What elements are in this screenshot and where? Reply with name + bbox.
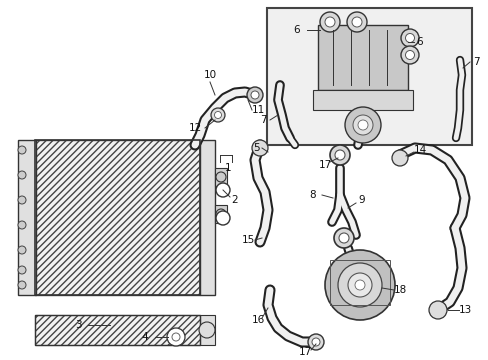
Circle shape [18, 281, 26, 289]
Text: 2: 2 [231, 195, 238, 205]
Bar [18, 140, 36, 295]
Circle shape [347, 273, 371, 297]
Text: 9: 9 [358, 195, 365, 205]
Bar [312, 90, 412, 110]
Text: 10: 10 [203, 70, 216, 80]
Circle shape [18, 146, 26, 154]
Bar [35, 140, 200, 295]
Circle shape [319, 12, 339, 32]
Circle shape [325, 17, 334, 27]
Circle shape [311, 338, 319, 346]
Circle shape [172, 333, 180, 341]
Text: 17: 17 [298, 347, 311, 357]
Circle shape [18, 246, 26, 254]
Circle shape [250, 91, 259, 99]
Circle shape [346, 12, 366, 32]
Bar [215, 168, 226, 186]
Text: 6: 6 [416, 37, 423, 47]
Circle shape [333, 228, 353, 248]
Circle shape [18, 266, 26, 274]
Circle shape [18, 171, 26, 179]
Circle shape [345, 107, 380, 143]
Circle shape [251, 140, 267, 156]
Bar [35, 140, 200, 295]
Bar [35, 315, 200, 345]
Circle shape [199, 322, 215, 338]
Circle shape [400, 46, 418, 64]
Circle shape [216, 172, 225, 182]
Text: 7: 7 [472, 57, 478, 67]
Circle shape [18, 196, 26, 204]
Text: 3: 3 [75, 320, 81, 330]
Circle shape [329, 145, 349, 165]
Text: 12: 12 [188, 123, 201, 133]
Circle shape [338, 233, 348, 243]
Bar [266, 8, 471, 145]
Text: 5: 5 [252, 143, 259, 153]
Circle shape [214, 112, 221, 118]
Text: 14: 14 [412, 145, 426, 155]
Circle shape [405, 33, 414, 42]
Circle shape [400, 29, 418, 47]
Text: 1: 1 [224, 163, 231, 173]
Circle shape [351, 17, 361, 27]
Text: 11: 11 [251, 105, 264, 115]
Circle shape [246, 87, 263, 103]
Text: 17: 17 [318, 160, 331, 170]
Text: 6: 6 [293, 25, 300, 35]
Bar [317, 25, 407, 90]
Bar [215, 205, 226, 223]
Text: 18: 18 [392, 285, 406, 295]
Circle shape [391, 150, 407, 166]
Text: 4: 4 [142, 332, 148, 342]
Circle shape [337, 263, 381, 307]
Circle shape [210, 108, 224, 122]
Text: 15: 15 [241, 235, 254, 245]
Circle shape [352, 115, 372, 135]
Bar [35, 315, 200, 345]
Circle shape [405, 50, 414, 59]
Text: 7: 7 [259, 115, 266, 125]
Circle shape [216, 209, 225, 219]
Bar [329, 260, 389, 305]
Text: 16: 16 [251, 315, 264, 325]
Text: 13: 13 [457, 305, 470, 315]
Text: 8: 8 [309, 190, 316, 200]
Bar [200, 140, 215, 295]
Circle shape [354, 280, 364, 290]
Circle shape [216, 211, 229, 225]
Circle shape [357, 120, 367, 130]
Bar [200, 315, 215, 345]
Circle shape [18, 221, 26, 229]
Circle shape [334, 150, 345, 160]
Circle shape [325, 250, 394, 320]
Circle shape [216, 183, 229, 197]
Circle shape [167, 328, 184, 346]
Circle shape [428, 301, 446, 319]
Circle shape [307, 334, 324, 350]
